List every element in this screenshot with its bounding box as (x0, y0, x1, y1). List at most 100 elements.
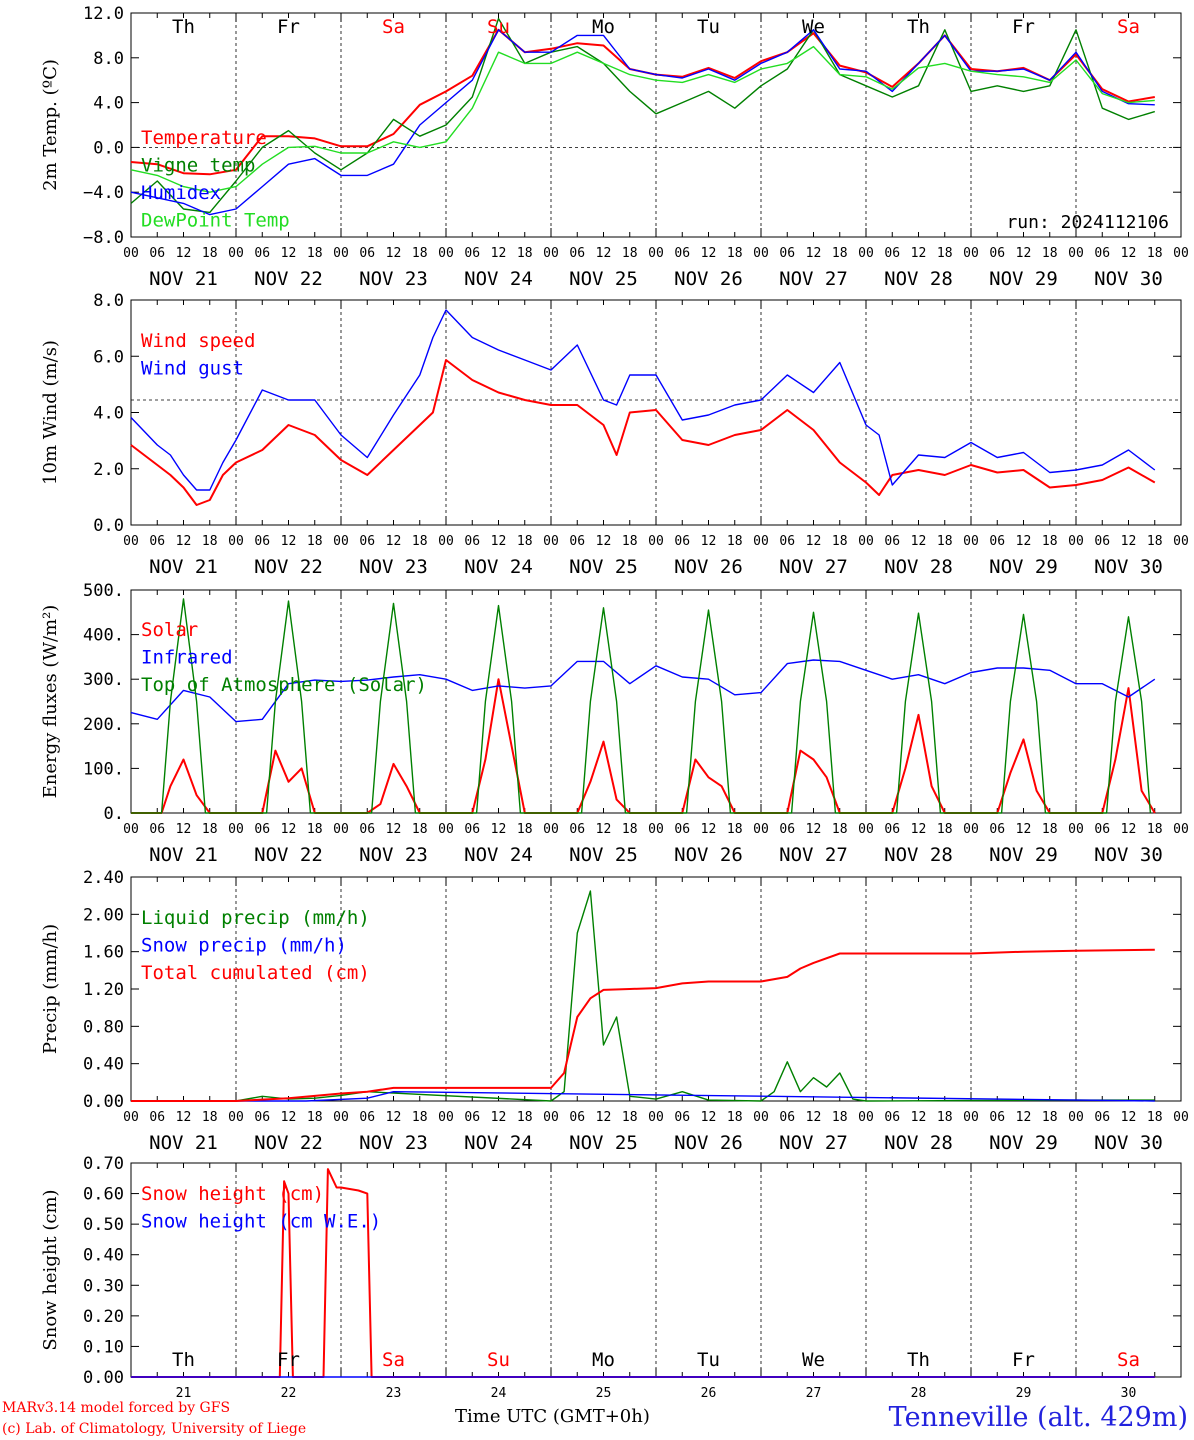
y-tick-label: 12.0 (83, 4, 124, 24)
hour-tick-label: 06 (989, 822, 1005, 837)
hour-tick-label: 00 (753, 1110, 769, 1125)
hour-tick-label: 00 (648, 1110, 664, 1125)
day-label: NOV 25 (569, 556, 638, 578)
run-label: run: 2024112106 (1006, 212, 1169, 233)
hour-tick-label: 06 (464, 822, 480, 837)
series-line (130, 309, 1156, 491)
hour-tick-label: 00 (123, 246, 139, 261)
hour-tick-label: 18 (832, 534, 848, 549)
hour-tick-label: 18 (832, 822, 848, 837)
hour-tick-label: 00 (858, 1110, 874, 1125)
y-tick-label: 0.00 (83, 1368, 124, 1388)
day-label: NOV 24 (464, 556, 533, 578)
hour-tick-label: 00 (333, 822, 349, 837)
hour-tick-label: 12 (176, 1110, 192, 1125)
hour-tick-label: 06 (569, 822, 585, 837)
y-tick-label: 300. (83, 670, 124, 690)
hour-tick-label: 00 (753, 246, 769, 261)
series-line (131, 948, 1155, 1102)
day-label: NOV 28 (884, 268, 953, 290)
hour-tick-label: 12 (386, 534, 402, 549)
hour-tick-label: 06 (569, 1110, 585, 1125)
hour-tick-label: 18 (1147, 822, 1163, 837)
hour-tick-label: 18 (307, 246, 323, 261)
day-label: NOV 30 (1094, 844, 1163, 866)
day-number-label: 24 (491, 1386, 507, 1401)
legend-entry: Infrared (141, 647, 233, 669)
hour-tick-label: 18 (412, 1110, 428, 1125)
hour-tick-label: 00 (1068, 822, 1084, 837)
day-label: NOV 27 (779, 844, 848, 866)
weekday-label: We (802, 1349, 825, 1371)
weekday-label: Sa (382, 1349, 405, 1371)
hour-tick-label: 18 (1042, 534, 1058, 549)
hour-tick-label: 06 (779, 1110, 795, 1125)
hour-tick-label: 00 (438, 822, 454, 837)
hour-tick-label: 06 (674, 822, 690, 837)
y-tick-label: 500. (83, 581, 124, 601)
y-tick-label: 4.0 (93, 404, 124, 424)
hour-tick-label: 06 (884, 1110, 900, 1125)
y-tick-label: 0.10 (83, 1337, 124, 1357)
model-credit: MARv3.14 model forced by GFS (2, 1400, 231, 1416)
hour-tick-label: 00 (753, 822, 769, 837)
day-label: NOV 30 (1094, 1132, 1163, 1154)
day-label: NOV 21 (149, 268, 218, 290)
y-tick-label: 0. (104, 804, 124, 824)
hour-tick-label: 00 (123, 534, 139, 549)
day-label: NOV 28 (884, 556, 953, 578)
y-tick-label: 0.0 (93, 138, 124, 158)
y-tick-label: −4.0 (83, 183, 124, 203)
weekday-label: Tu (697, 16, 720, 38)
hour-tick-label: 12 (281, 1110, 297, 1125)
hour-tick-label: 12 (1121, 246, 1137, 261)
hour-tick-label: 12 (491, 1110, 507, 1125)
hour-tick-label: 06 (149, 246, 165, 261)
hour-tick-label: 00 (543, 822, 559, 837)
hour-tick-label: 18 (202, 1110, 218, 1125)
hour-tick-label: 18 (937, 822, 953, 837)
legend-entry: Snow precip (mm/h) (141, 935, 347, 957)
hour-tick-label: 06 (464, 246, 480, 261)
day-label: NOV 25 (569, 268, 638, 290)
day-label: NOV 22 (254, 1132, 323, 1154)
series-line (131, 1168, 1155, 1378)
hour-tick-label: 12 (1016, 1110, 1032, 1125)
day-label: NOV 26 (674, 268, 743, 290)
weekday-label: Su (487, 16, 510, 38)
hour-tick-label: 18 (727, 534, 743, 549)
hour-tick-label: 06 (254, 246, 270, 261)
y-tick-label: 4.0 (93, 94, 124, 114)
legend-entry: Vigne temp (141, 155, 255, 177)
day-label: NOV 29 (989, 1132, 1058, 1154)
day-label: NOV 22 (254, 556, 323, 578)
y-tick-label: 200. (83, 715, 124, 735)
series-line (130, 45, 1155, 193)
hour-tick-label: 18 (202, 822, 218, 837)
hour-tick-label: 00 (858, 534, 874, 549)
day-label: NOV 28 (884, 1132, 953, 1154)
hour-tick-label: 00 (1173, 822, 1189, 837)
hour-tick-label: 12 (491, 246, 507, 261)
hour-tick-label: 18 (1147, 246, 1163, 261)
hour-tick-label: 18 (1147, 534, 1163, 549)
day-number-label: 26 (701, 1386, 717, 1401)
y-axis-title: 10m Wind (m/s) (40, 340, 61, 485)
hour-tick-label: 12 (491, 534, 507, 549)
hour-tick-label: 00 (228, 1110, 244, 1125)
weekday-label: Sa (382, 16, 405, 38)
hour-tick-label: 12 (701, 534, 717, 549)
hour-tick-label: 12 (386, 246, 402, 261)
hour-tick-label: 06 (569, 534, 585, 549)
series-line (130, 29, 1155, 216)
day-label: NOV 22 (254, 268, 323, 290)
hour-tick-label: 12 (281, 534, 297, 549)
hour-tick-label: 18 (832, 1110, 848, 1125)
hour-tick-label: 12 (596, 534, 612, 549)
day-label: NOV 23 (359, 844, 428, 866)
hour-tick-label: 06 (149, 1110, 165, 1125)
hour-tick-label: 18 (622, 246, 638, 261)
hour-tick-label: 18 (412, 534, 428, 549)
hour-tick-label: 18 (727, 246, 743, 261)
weekday-label: Th (907, 1349, 930, 1371)
